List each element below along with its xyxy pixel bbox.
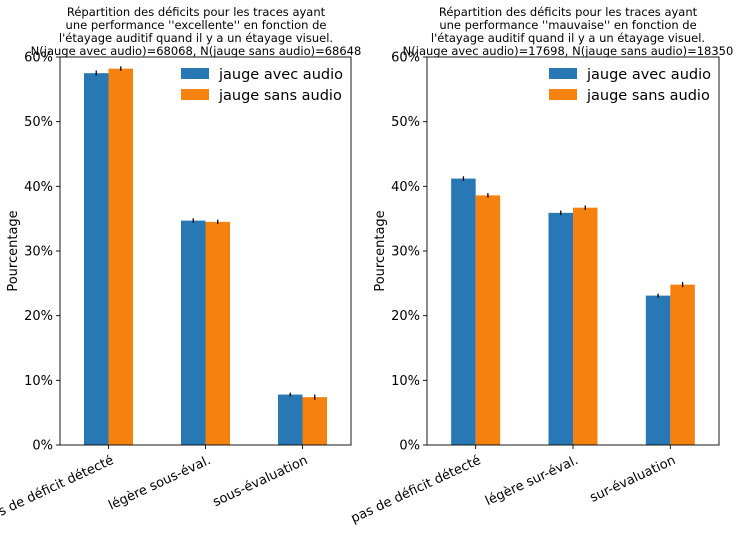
bar [548, 212, 573, 445]
y-tick-label: 10% [391, 374, 420, 389]
chart-panel-2: Répartition des déficits pour les traces… [349, 5, 734, 526]
chart-title-line: l'étayage auditif quand il y a un étayag… [59, 31, 333, 45]
legend-swatch [181, 89, 209, 100]
y-tick-label: 20% [24, 309, 53, 324]
legend-swatch [181, 68, 209, 79]
x-tick-label: pas de déficit détecté [349, 453, 484, 526]
chart-title-line: une performance ''mauvaise'' en fonction… [439, 18, 696, 32]
y-tick-label: 40% [391, 180, 420, 195]
chart-title-line: N(jauge avec audio)=17698, N(jauge sans … [403, 44, 734, 58]
bar [181, 220, 206, 445]
chart-title-line: l'étayage auditif quand il y a un étayag… [431, 31, 705, 45]
bar [645, 295, 671, 445]
chart-title-line: Répartition des déficits pour les traces… [67, 5, 326, 19]
y-axis-label: Pourcentage [6, 210, 21, 291]
bar [451, 178, 476, 445]
y-tick-label: 0% [32, 439, 53, 454]
x-tick-label: sur-évaluation [588, 453, 678, 506]
legend-label: jauge sans audio [586, 88, 710, 104]
bar [205, 221, 230, 445]
y-tick-label: 10% [24, 374, 53, 389]
y-tick-label: 50% [24, 115, 53, 130]
bar [573, 207, 598, 445]
bar [475, 195, 501, 445]
legend-label: jauge avec audio [586, 67, 711, 83]
x-tick-label: pas de déficit détecté [0, 453, 116, 526]
x-tick-label: légère sous-éval. [106, 453, 213, 513]
bar [670, 284, 695, 445]
chart-panel-1: Répartition des déficits pour les traces… [0, 5, 361, 526]
chart-title-line: N(jauge avec audio)=68068, N(jauge sans … [31, 44, 362, 58]
bar [302, 397, 327, 445]
y-tick-label: 60% [24, 51, 53, 66]
chart-title-line: une performance ''excellente'' en foncti… [66, 18, 327, 32]
y-tick-label: 0% [399, 439, 420, 454]
bar [278, 394, 303, 445]
y-tick-label: 30% [391, 245, 420, 260]
y-axis-label: Pourcentage [373, 210, 388, 291]
bar [84, 73, 109, 446]
x-tick-label: légère sur-éval. [483, 453, 581, 509]
bar [108, 68, 133, 445]
legend-swatch [549, 89, 577, 100]
legend-label: jauge sans audio [218, 88, 342, 104]
y-tick-label: 60% [391, 51, 420, 66]
y-tick-label: 40% [24, 180, 53, 195]
x-tick-label: sous-évaluation [211, 453, 311, 510]
chart-title-line: Répartition des déficits pour les traces… [439, 5, 698, 19]
legend-swatch [549, 68, 577, 79]
y-tick-label: 50% [391, 115, 420, 130]
legend-label: jauge avec audio [218, 67, 343, 83]
y-tick-label: 20% [391, 309, 420, 324]
y-tick-label: 30% [24, 245, 53, 260]
